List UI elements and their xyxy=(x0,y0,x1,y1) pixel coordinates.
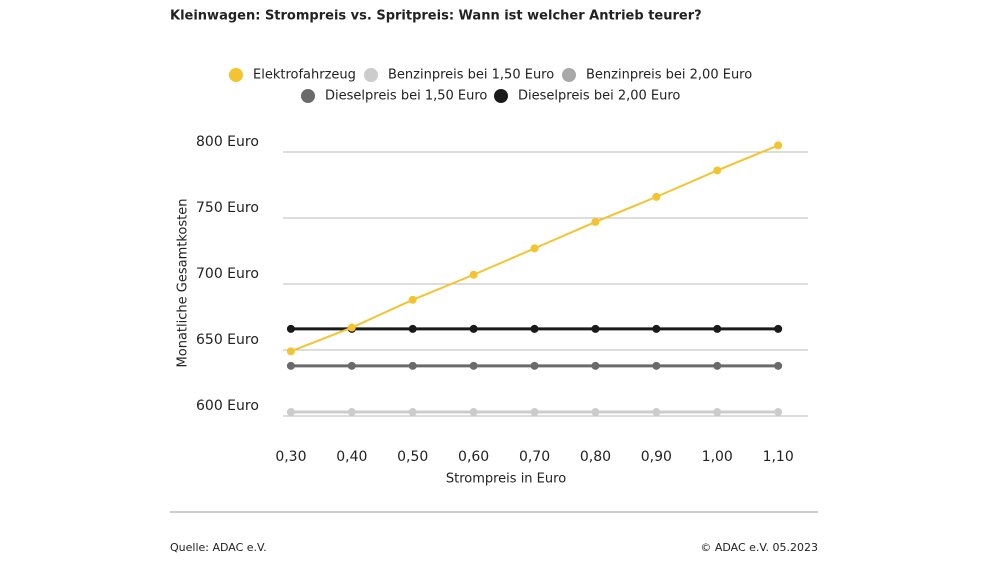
data-point xyxy=(774,408,783,417)
x-tick-label: 0,40 xyxy=(336,449,367,465)
legend-label: Benzinpreis bei 1,50 Euro xyxy=(388,68,554,83)
data-point xyxy=(286,361,295,370)
y-tick-label: 600 Euro xyxy=(196,398,259,414)
legend-swatch xyxy=(494,89,508,103)
legend-swatch xyxy=(301,89,315,103)
data-point xyxy=(469,270,478,279)
data-point xyxy=(652,192,661,201)
data-point xyxy=(591,217,600,226)
data-point xyxy=(530,408,539,417)
data-point xyxy=(469,408,478,417)
x-tick-label: 0,30 xyxy=(275,449,306,465)
data-point xyxy=(408,324,417,333)
data-point xyxy=(713,166,722,175)
data-point xyxy=(286,347,295,356)
x-tick-label: 0,60 xyxy=(458,449,489,465)
x-tick-label: 0,90 xyxy=(641,449,672,465)
data-point xyxy=(713,324,722,333)
data-point xyxy=(652,361,661,370)
x-tick-label: 0,70 xyxy=(519,449,550,465)
legend-label: Benzinpreis bei 2,00 Euro xyxy=(586,68,752,83)
data-point xyxy=(347,408,356,417)
legend-label: Elektrofahrzeug xyxy=(253,68,356,83)
legend-label: Dieselpreis bei 2,00 Euro xyxy=(518,89,680,104)
chart-title: Kleinwagen: Strompreis vs. Spritpreis: W… xyxy=(170,9,702,24)
x-tick-label: 0,80 xyxy=(580,449,611,465)
data-point xyxy=(774,324,783,333)
data-point xyxy=(591,324,600,333)
data-point xyxy=(652,408,661,417)
data-point xyxy=(286,324,295,333)
data-point xyxy=(347,361,356,370)
y-tick-label: 650 Euro xyxy=(196,332,259,348)
data-point xyxy=(774,361,783,370)
x-axis-label: Strompreis in Euro xyxy=(446,472,566,487)
copyright: © ADAC e.V. 05.2023 xyxy=(700,541,818,554)
y-tick-label: 800 Euro xyxy=(196,134,259,150)
legend-label: Dieselpreis bei 1,50 Euro xyxy=(325,89,487,104)
data-point xyxy=(713,408,722,417)
y-axis-label: Monatliche Gesamtkosten xyxy=(176,199,191,368)
data-point xyxy=(713,361,722,370)
x-tick-label: 1,00 xyxy=(702,449,733,465)
data-point xyxy=(652,324,661,333)
data-point xyxy=(286,408,295,417)
data-point xyxy=(469,361,478,370)
legend-swatch xyxy=(229,68,243,82)
data-point xyxy=(530,361,539,370)
data-point xyxy=(408,295,417,304)
y-tick-label: 700 Euro xyxy=(196,266,259,282)
data-point xyxy=(408,408,417,417)
data-point xyxy=(591,408,600,417)
data-point xyxy=(530,324,539,333)
data-point xyxy=(408,361,417,370)
y-tick-label: 750 Euro xyxy=(196,200,259,216)
data-point xyxy=(530,244,539,253)
x-tick-label: 1,10 xyxy=(763,449,794,465)
legend-swatch xyxy=(364,68,378,82)
data-point xyxy=(469,324,478,333)
data-point xyxy=(347,323,356,332)
legend-swatch xyxy=(562,68,576,82)
data-point xyxy=(591,361,600,370)
source: Quelle: ADAC e.V. xyxy=(170,541,267,554)
data-point xyxy=(774,141,783,150)
x-tick-label: 0,50 xyxy=(397,449,428,465)
